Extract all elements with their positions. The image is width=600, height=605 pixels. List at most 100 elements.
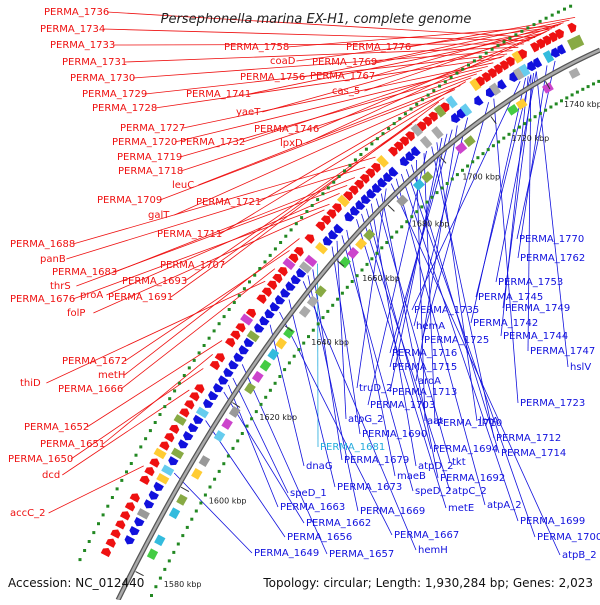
reverse-gene-label: PERMA_1725 — [424, 335, 489, 346]
inner-feature-block — [413, 179, 425, 191]
gc-dot — [456, 173, 459, 176]
inner-feature-block — [464, 135, 476, 147]
gc-dot — [208, 337, 211, 340]
gc-dot — [106, 505, 109, 508]
gc-dot — [592, 82, 595, 85]
forward-gene-label: PERMA_1730 — [70, 73, 135, 84]
gc-dot — [557, 11, 560, 14]
forward-gene-arrow — [139, 474, 151, 485]
gc-dot — [233, 301, 236, 304]
forward-gene-arrow — [194, 382, 206, 394]
gc-dot — [246, 425, 249, 428]
forward-gene-label: PERMA_1652 — [24, 422, 89, 433]
gc-dot — [228, 308, 231, 311]
gc-dot — [195, 510, 198, 513]
forward-gene-label: PERMA_1672 — [62, 356, 127, 367]
gc-dot — [181, 534, 184, 537]
gc-dot — [331, 304, 334, 307]
reverse-gene-label: PERMA_1745 — [478, 292, 543, 303]
gc-dot — [482, 152, 485, 155]
gc-dot — [178, 382, 181, 385]
reverse-gene-label: speD_2 — [415, 486, 452, 497]
gc-dot — [421, 98, 424, 101]
forward-gene-arrow — [144, 465, 156, 476]
reverse-gene-label: truD_2 — [359, 383, 392, 394]
forward-gene-arrow — [120, 509, 132, 520]
gc-dot — [576, 91, 579, 94]
gc-dot — [479, 56, 482, 59]
reverse-gene-label: PERMA_1663 — [280, 502, 345, 513]
reverse-gene-label: PERMA_1716 — [392, 348, 457, 359]
gc-dot — [533, 23, 536, 26]
gc-dot — [438, 85, 441, 88]
reverse-gene-label: maeB — [397, 471, 426, 482]
inner-feature-block — [199, 455, 210, 467]
reverse-gene-label: PERMA_1679 — [344, 455, 409, 466]
gc-dot — [492, 144, 495, 147]
forward-gene-arrow — [215, 351, 227, 363]
gc-dot — [97, 522, 100, 525]
gc-dot — [241, 432, 244, 435]
reverse-leader-line — [289, 300, 335, 488]
kbp-tick-label: 1740 kbp — [564, 100, 600, 109]
gc-dot — [274, 247, 277, 250]
gc-dot — [526, 26, 529, 29]
gc-dot — [139, 445, 142, 448]
gc-dot — [209, 486, 212, 489]
gc-dot — [338, 175, 341, 178]
gc-dot — [393, 122, 396, 125]
forward-gene-label: PERMA_1691 — [108, 292, 173, 303]
forward-gene-label: PERMA_1769 — [312, 57, 377, 68]
forward-gene-label: PERMA_1727 — [120, 123, 185, 134]
kbp-tick-label: 1680 kbp — [412, 220, 450, 229]
forward-gene-label: dcd — [42, 470, 60, 481]
reverse-gene-label: aroA — [418, 376, 441, 387]
gc-dot — [278, 375, 281, 378]
gc-dot — [513, 129, 516, 132]
gc-dot — [243, 287, 246, 290]
reverse-gene-label: PERMA_1753 — [498, 277, 563, 288]
reverse-gene-label: PERMA_1667 — [394, 530, 459, 541]
forward-gene-label: PERMA_1707 — [160, 260, 225, 271]
forward-gene-label: PERMA_1728 — [92, 103, 157, 114]
gc-dot — [387, 127, 390, 130]
gc-dot — [336, 298, 339, 301]
map-title: Persephonella marina EX-H1, complete gen… — [161, 12, 472, 27]
reverse-gene-arrow — [186, 423, 198, 435]
gc-dot — [172, 551, 175, 554]
forward-gene-label: PERMA_1693 — [122, 276, 187, 287]
forward-gene-label: PERMA_1776 — [346, 42, 411, 53]
gc-dot — [305, 210, 308, 213]
gc-dot — [461, 68, 464, 71]
forward-gene-label: accC_2 — [10, 508, 45, 519]
forward-gene-block — [154, 448, 167, 460]
inner-feature-block — [244, 382, 256, 394]
reverse-gene-label: PERMA_1710 — [437, 418, 502, 429]
gc-dot — [222, 462, 225, 465]
forward-gene-label: PERMA_1746 — [254, 124, 319, 135]
gc-dot — [380, 246, 383, 249]
gc-dot — [183, 374, 186, 377]
reverse-gene-label: tkt — [452, 457, 466, 468]
reverse-gene-arrow — [142, 499, 154, 510]
gc-dot — [432, 89, 435, 92]
reverse-gene-label: PERMA_1703 — [370, 400, 435, 411]
reverse-gene-arrow — [123, 535, 135, 546]
forward-gene-label: PERMA_1718 — [118, 166, 183, 177]
reverse-leader-line — [174, 473, 252, 553]
gene-features — [101, 22, 584, 561]
kbp-tick-label: 1660 kbp — [362, 274, 400, 283]
gc-dot — [446, 182, 449, 185]
gc-dot — [444, 80, 447, 83]
forward-gene-arrow — [169, 423, 181, 434]
gc-dot — [218, 470, 221, 473]
reverse-gene-arrow — [133, 517, 145, 528]
gc-dot — [514, 33, 517, 36]
reverse-gene-label: PERMA_1715 — [392, 362, 457, 373]
gc-dot — [302, 342, 305, 345]
gc-dot — [385, 241, 388, 244]
reverse-gene-label: hemH — [418, 545, 448, 556]
forward-gene-arrow — [159, 439, 171, 450]
forward-gene-arrow — [110, 527, 122, 538]
forward-gene-label: PERMA_1734 — [40, 24, 105, 35]
